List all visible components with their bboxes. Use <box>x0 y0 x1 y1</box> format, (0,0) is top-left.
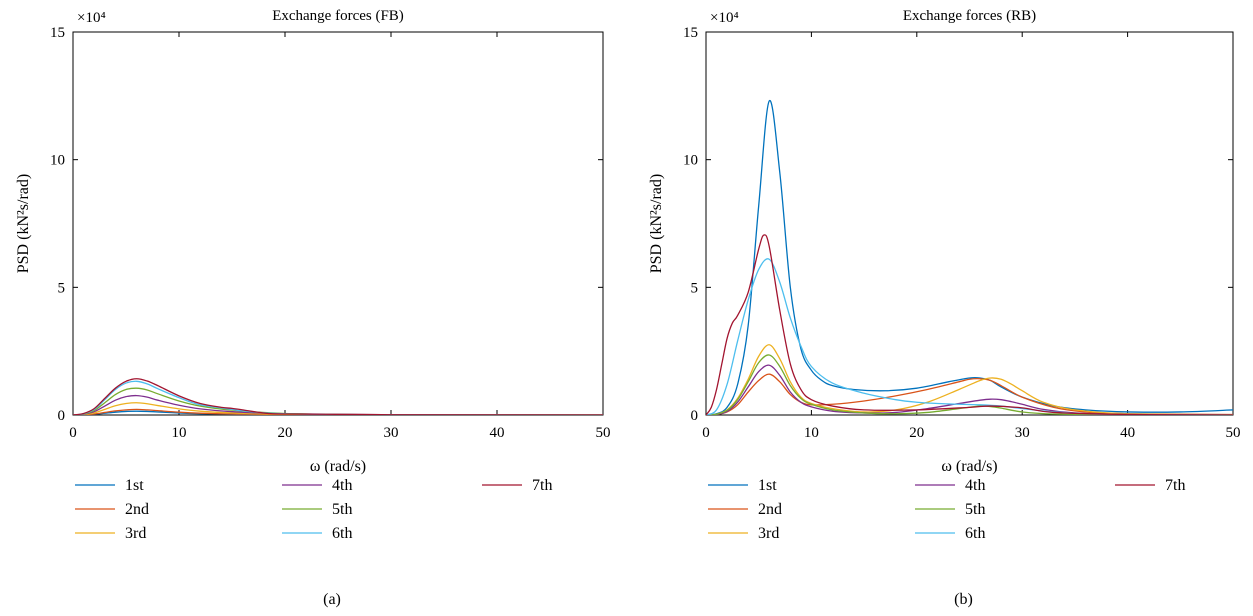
panel-caption: (a) <box>323 591 341 608</box>
legend-label: 4th <box>965 477 985 494</box>
y-scale-multiplier: ×10⁴ <box>710 10 739 26</box>
chart-title: Exchange forces (RB) <box>903 8 1036 24</box>
x-tick-label: 10 <box>804 425 819 441</box>
y-tick-label: 15 <box>683 25 698 41</box>
panel-caption: (b) <box>954 591 973 608</box>
series-line-2nd <box>706 373 1233 415</box>
y-axis-label: PSD (kN²s/rad) <box>648 174 665 273</box>
series-line-3rd <box>73 402 603 415</box>
legend-label: 3rd <box>125 525 146 542</box>
x-tick-label: 0 <box>69 425 77 441</box>
series-line-3rd <box>706 344 1233 415</box>
series-line-7th <box>73 378 603 415</box>
legend-label: 5th <box>332 501 352 518</box>
x-axis-label: ω (rad/s) <box>310 458 366 475</box>
series-line-5th <box>706 354 1233 415</box>
legend-label: 1st <box>125 477 144 494</box>
legend-label: 6th <box>332 525 352 542</box>
series-line-7th <box>706 234 1233 415</box>
legend-label: 5th <box>965 501 985 518</box>
legend-label: 2nd <box>758 501 782 518</box>
legend-label: 1st <box>758 477 777 494</box>
x-tick-label: 50 <box>596 425 611 441</box>
legend-label: 4th <box>332 477 352 494</box>
legend-label: 7th <box>532 477 552 494</box>
x-tick-label: 20 <box>278 425 293 441</box>
x-tick-label: 50 <box>1226 425 1241 441</box>
x-tick-label: 40 <box>1120 425 1135 441</box>
y-tick-label: 10 <box>683 153 698 169</box>
x-tick-label: 10 <box>172 425 187 441</box>
y-tick-label: 0 <box>58 408 66 424</box>
y-axis-label: PSD (kN²s/rad) <box>15 174 32 273</box>
chart-title: Exchange forces (FB) <box>272 8 404 24</box>
x-tick-label: 40 <box>490 425 505 441</box>
legend-label: 2nd <box>125 501 149 518</box>
x-tick-label: 30 <box>384 425 399 441</box>
y-tick-label: 5 <box>58 280 66 296</box>
series-line-1st <box>706 100 1233 415</box>
x-tick-label: 0 <box>702 425 710 441</box>
plot-area-frame <box>705 31 1234 416</box>
series-line-5th <box>73 387 603 415</box>
y-tick-label: 10 <box>50 153 65 169</box>
plot-area-frame <box>72 31 604 416</box>
y-tick-label: 5 <box>691 280 699 296</box>
panel-a: 0 10 20 30 40 50 0 5 10 15 ×10⁴ Exchange forces (FB… <box>15 8 611 608</box>
legend-label: 7th <box>1165 477 1185 494</box>
x-tick-label: 30 <box>1015 425 1030 441</box>
x-tick-label: 20 <box>909 425 924 441</box>
y-tick-label: 0 <box>691 408 699 424</box>
legend-label: 6th <box>965 525 985 542</box>
y-scale-multiplier: ×10⁴ <box>77 10 106 26</box>
legend-label: 3rd <box>758 525 779 542</box>
x-axis-label: ω (rad/s) <box>941 458 997 475</box>
panel-b: 0 10 20 30 40 50 0 5 10 15 ×10⁴ Exchange forces (RB… <box>648 8 1241 608</box>
y-tick-label: 15 <box>50 25 65 41</box>
